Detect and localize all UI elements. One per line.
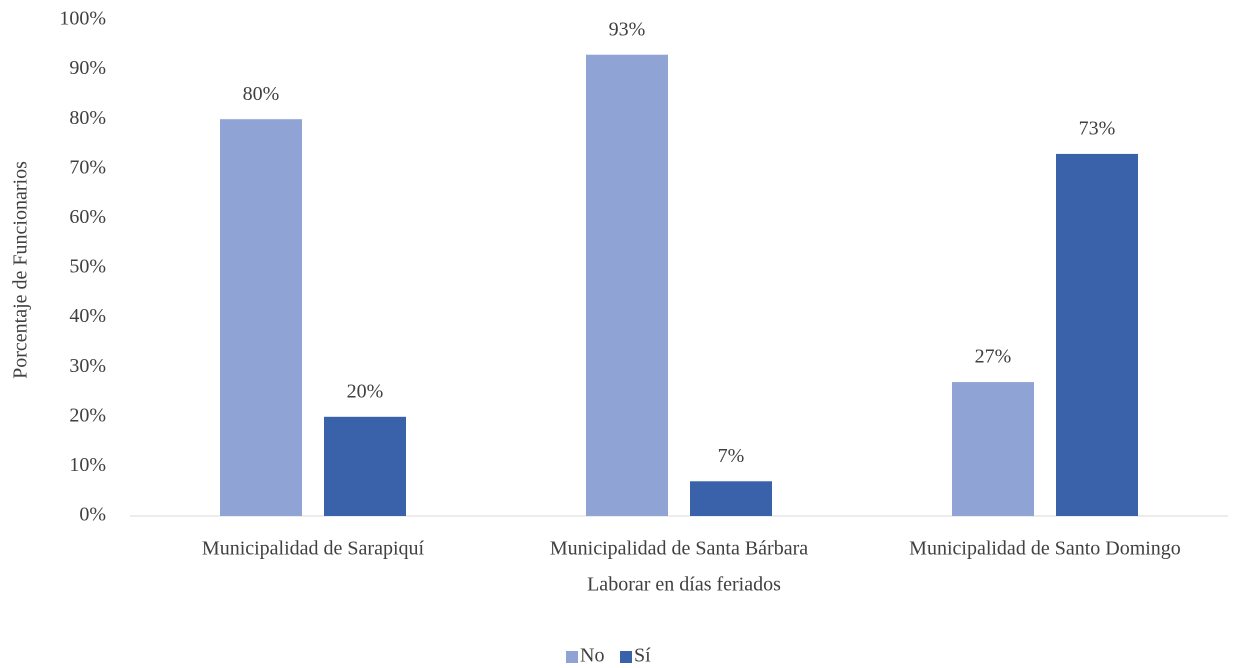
x-tick-label: Municipalidad de Sarapiquí xyxy=(202,538,425,560)
data-label: 73% xyxy=(1079,118,1116,140)
y-tick-label: 10% xyxy=(69,454,106,476)
y-axis-title: Porcentaje de Funcionarios xyxy=(10,161,32,379)
y-tick-label: 90% xyxy=(69,57,106,79)
y-tick-label: 40% xyxy=(69,305,106,327)
y-tick-label: 0% xyxy=(79,504,106,526)
data-label: 27% xyxy=(975,346,1012,368)
legend-label: No xyxy=(580,645,604,667)
y-tick-label: 80% xyxy=(69,107,106,129)
data-label: 7% xyxy=(718,445,745,467)
y-tick-label: 70% xyxy=(69,156,106,178)
bar xyxy=(690,481,772,516)
data-label: 93% xyxy=(609,18,646,40)
data-label: 80% xyxy=(243,83,280,105)
bar xyxy=(952,382,1034,516)
legend-swatch xyxy=(620,651,632,663)
x-axis-title: Laborar en días feriados xyxy=(587,574,781,596)
x-tick-label: Municipalidad de Santa Bárbara xyxy=(550,538,808,560)
legend-label: Sí xyxy=(634,645,651,667)
y-tick-label: 20% xyxy=(69,404,106,426)
y-tick-label: 30% xyxy=(69,355,106,377)
y-tick-label: 100% xyxy=(59,8,106,30)
bar xyxy=(220,119,302,516)
bar xyxy=(324,416,406,516)
legend-swatch xyxy=(566,651,578,663)
bar xyxy=(586,54,668,516)
y-tick-label: 60% xyxy=(69,206,106,228)
bar xyxy=(1056,153,1138,517)
y-tick-label: 50% xyxy=(69,256,106,278)
data-label: 20% xyxy=(347,380,384,402)
x-tick-label: Municipalidad de Santo Domingo xyxy=(909,538,1181,560)
